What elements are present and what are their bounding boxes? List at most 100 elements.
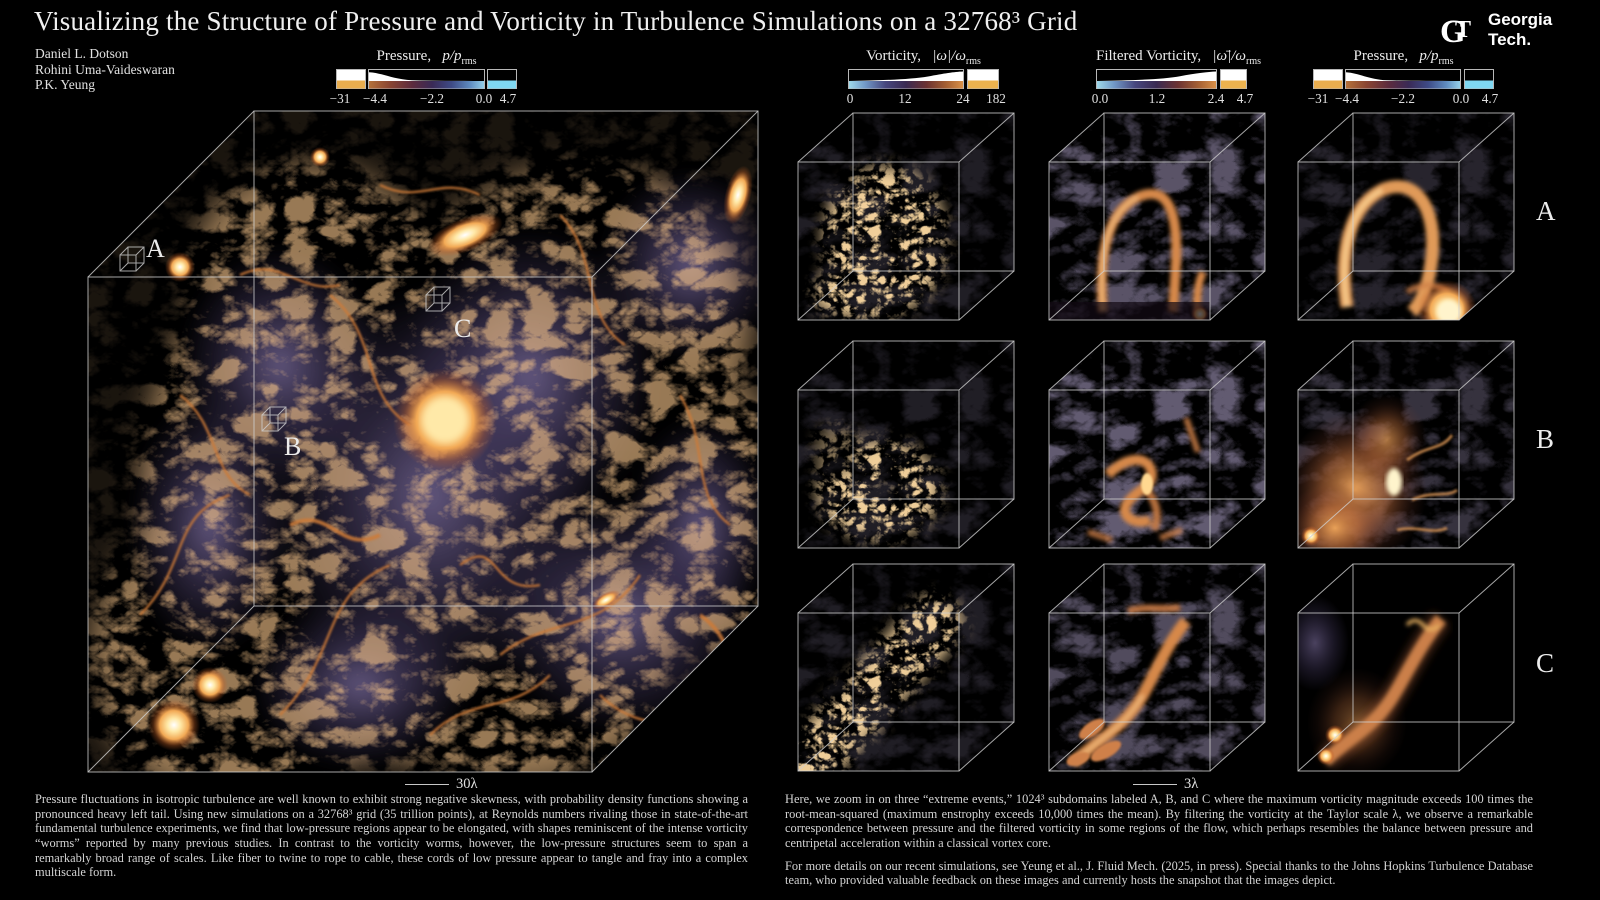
purple-haze [1298, 595, 1349, 691]
clip-high-swatch [488, 80, 516, 89]
row-label-b: B [1536, 424, 1555, 454]
colorbar-sub: rms [461, 56, 477, 67]
colorbar-ticks: −31 −4.4 −2.2 0.0 4.7 [330, 91, 517, 107]
tick-label: −4.4 [1335, 91, 1359, 106]
colorbar-label: Vorticity, [866, 48, 922, 64]
tick-label: −4.4 [363, 91, 387, 106]
bright-core [1325, 725, 1345, 745]
colorbar-title: Filtered Vorticity, |ω̄|/ωrms [1096, 48, 1261, 67]
gt-mark-icon: G T [1440, 15, 1471, 45]
main-volume-view: A B C [87, 110, 759, 773]
colorbar-bar [1313, 69, 1494, 89]
tick-label: 1.2 [1148, 91, 1166, 106]
scale-bar-3lambda: 3λ [1133, 776, 1198, 793]
tick-label: 0.0 [1091, 91, 1109, 106]
panel-volume-render [798, 113, 1014, 320]
colorbar-title: Vorticity, |ω|/ωrms [848, 48, 999, 67]
scale-bar-label: 3λ [1184, 776, 1199, 792]
tick-label: −2.2 [420, 91, 444, 106]
pdf-saturated-high [968, 70, 998, 81]
caption-right: Here, we zoom in on three “extreme event… [785, 792, 1533, 896]
panel-volume-render [1298, 595, 1450, 771]
bright-cores [148, 147, 753, 751]
subdomain-label-a: A [146, 234, 165, 263]
author-name: Daniel L. Dotson [35, 46, 129, 61]
colorbar-sub: rms [965, 56, 981, 67]
caption-right-paragraph-2: For more details on our recent simulatio… [785, 858, 1533, 888]
colorbar-label: Pressure, [376, 48, 432, 64]
panel-vorticity-c [797, 563, 1015, 772]
tick-label: 2.4 [1207, 91, 1225, 106]
colorbar-title: Pressure, p/prms [1313, 48, 1494, 67]
colorbar-ticks: 0.0 1.2 2.4 4.7 [1092, 91, 1253, 107]
row-label-c: C [1536, 648, 1555, 678]
gt-mark-t: T [1455, 17, 1471, 43]
colorbar-symbol: p/p [1419, 48, 1439, 64]
tube-fragments [1066, 718, 1122, 766]
tick-label: −31 [1307, 91, 1329, 106]
author-name: P.K. Yeung [35, 77, 96, 93]
gt-wordmark: Georgia Tech. [1487, 10, 1553, 49]
subdomain-box-c [425, 286, 451, 312]
colorbar-title: Pressure, p/prms [336, 48, 517, 67]
panel-volume-render [1049, 564, 1265, 771]
tick-label: 182 [986, 91, 1006, 106]
colorbar-sub: rms [1246, 56, 1261, 67]
colormap-strip [849, 81, 963, 89]
colorbar-pressure-main: Pressure, p/prms −31 −4.4 −2.2 0.0 4.7 [330, 48, 517, 107]
colormap-strip [1346, 81, 1460, 89]
main-cube-wireframe [87, 110, 759, 773]
panel-pressure-b [1297, 340, 1515, 549]
subdomain-box-a [119, 246, 145, 272]
panel-filtered-vorticity-c [1048, 563, 1266, 772]
colorbar-ticks: −31 −4.4 −2.2 0.0 4.7 [1308, 91, 1499, 107]
colorbar-label: Filtered Vorticity, [1096, 48, 1202, 64]
bright-core [1386, 468, 1402, 496]
tick-label: −31 [329, 91, 351, 106]
colormap-strip [369, 81, 484, 89]
tick-label: 0.0 [475, 91, 493, 106]
scale-bar-label: 30λ [456, 776, 478, 792]
tick-label: 0.0 [1452, 91, 1470, 106]
tick-label: 4.7 [499, 91, 517, 106]
panel-volume-render [1298, 341, 1514, 548]
tick-label: 24 [956, 91, 970, 106]
panel-volume-render [1049, 113, 1265, 320]
caption-right-paragraph-1: Here, we zoom in on three “extreme event… [785, 792, 1533, 850]
page-title: Visualizing the Structure of Pressure an… [34, 6, 1078, 36]
panel-volume-render [798, 564, 1014, 771]
colorbar-label: Pressure, [1353, 48, 1409, 64]
subdomain-label-c: C [454, 314, 471, 343]
scale-bar-30lambda: 30λ [405, 776, 478, 793]
colorbar-bar [1096, 69, 1247, 89]
gt-logo: G T Georgia Tech. [1440, 10, 1600, 50]
panel-pressure-a [1297, 112, 1515, 321]
worm-filaments [139, 183, 733, 747]
pdf-curve [849, 71, 963, 81]
colorbar-bar [848, 69, 999, 89]
tick-label: 4.7 [1236, 91, 1254, 106]
panel-vorticity-a [797, 112, 1015, 321]
bright-core [1317, 747, 1335, 765]
subdomain-label-b: B [284, 432, 301, 461]
panel-volume-render [1049, 341, 1265, 548]
panel-filtered-vorticity-a [1048, 112, 1266, 321]
tick-label: −2.2 [1391, 91, 1415, 106]
scale-bar-line [1133, 784, 1177, 785]
colorbar-pressure-right: Pressure, p/prms −31 −4.4 −2.2 0.0 4.7 [1308, 48, 1499, 107]
colorbar-filtered-vorticity: Filtered Vorticity, |ω̄|/ωrms 0.0 1.2 2.… [1092, 48, 1261, 107]
pdf-curve [369, 72, 484, 81]
panel-filtered-vorticity-b [1048, 340, 1266, 549]
tick-label: 12 [898, 91, 912, 106]
pdf-saturated-low [1314, 70, 1342, 81]
clip-high-swatch [1465, 80, 1493, 89]
colorbar-sub: rms [1438, 56, 1454, 67]
panel-pressure-c [1297, 563, 1515, 772]
main-volume-render [88, 111, 758, 772]
clip-low-swatch [1314, 80, 1342, 89]
scale-bar-line [405, 784, 449, 785]
pdf-curve [1097, 71, 1216, 81]
row-label-a: A [1536, 196, 1556, 226]
pressure-cords [1317, 612, 1450, 770]
pdf-saturated-low [337, 70, 365, 81]
